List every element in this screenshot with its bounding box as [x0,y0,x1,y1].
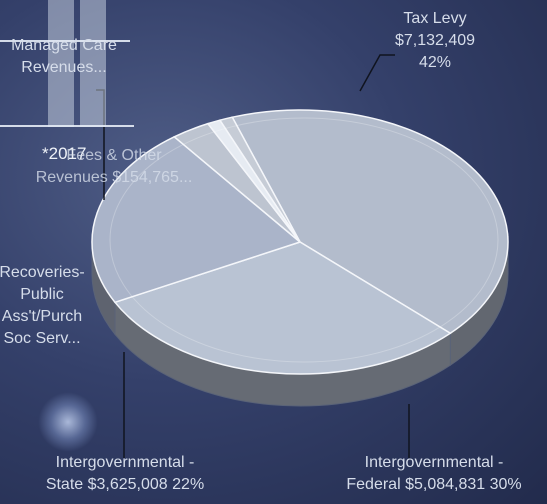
label-line: Recoveries- [0,264,85,281]
label-line: 42% [418,54,452,71]
pie-slice-state [91,135,302,304]
inset-bar-1 [48,0,74,127]
pie-highlight [109,117,499,363]
data-label-recoveries: Recoveries- Public Ass't/Purch Soc Serv... [0,262,94,350]
label-line: Ass't/Purch [1,308,83,325]
data-label-tax-levy: Tax Levy $7,132,409 42% [360,8,510,74]
light-flare [38,392,98,452]
pie-slice-managed-care [218,116,301,243]
inset-line-top [0,40,130,42]
label-line: Public [20,286,64,303]
label-line: Federal $5,084,831 30% [346,476,522,493]
data-label-managed-care: Managed Care Revenues... [0,35,134,79]
label-line: State $3,625,008 22% [45,476,205,493]
label-line: Revenues $154,765... [35,169,193,186]
label-line: Soc Serv... [3,330,81,347]
label-line: Fees & Other [66,147,162,164]
label-line: Managed Care [11,37,117,54]
data-label-fees: Fees & Other Revenues $154,765... [14,145,214,189]
inset-bar-2 [80,0,106,127]
label-line: Tax Levy [403,10,467,27]
label-line: Revenues... [21,59,107,76]
data-label-federal: Intergovernmental - Federal $5,084,831 30… [318,452,547,496]
data-label-state: Intergovernmental - State $3,625,008 22% [10,452,240,496]
label-line: Intergovernmental - [55,454,195,471]
leader-managed-care [96,89,105,200]
year-note: *2017 [42,144,87,163]
inset-line-bottom [0,125,134,127]
label-line: Intergovernmental - [364,454,504,471]
pie-slice-tax-levy [231,109,509,335]
label-line: $7,132,409 [394,32,476,49]
leader-tax-levy [359,54,395,92]
